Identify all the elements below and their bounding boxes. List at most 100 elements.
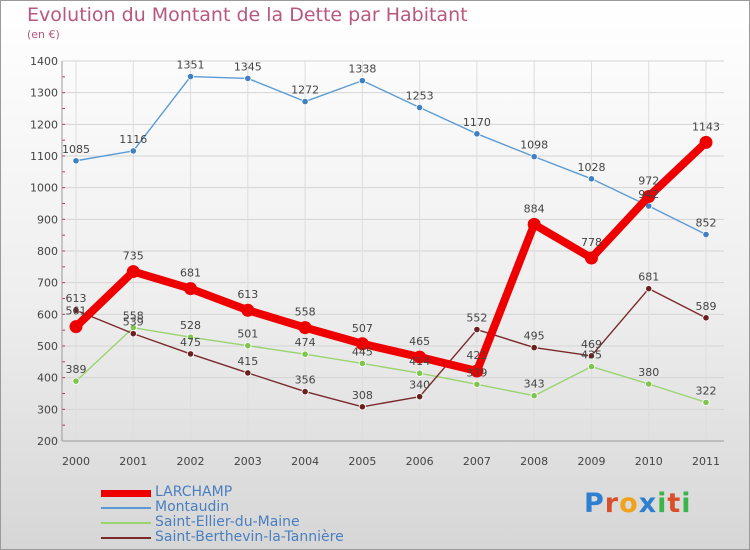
data-label: 1338	[348, 63, 376, 76]
data-label: 1085	[62, 143, 90, 156]
y-tick-label: 300	[37, 403, 58, 416]
data-label: 1143	[692, 120, 720, 133]
data-label: 340	[409, 379, 430, 392]
legend-label: Saint-Ellier-du-Maine	[155, 514, 300, 530]
data-point	[416, 103, 424, 112]
data-point	[642, 190, 656, 204]
chart-subtitle: (en €)	[27, 28, 60, 41]
data-label: 558	[295, 306, 316, 319]
legend-item: Saint-Berthevin-la-Tannière	[101, 529, 361, 545]
legend-label: Saint-Berthevin-la-Tannière	[155, 529, 344, 545]
data-point	[355, 337, 369, 351]
logo-letter: t	[667, 488, 682, 519]
data-label: 884	[524, 202, 545, 215]
legend-item: LARCHAMP	[101, 484, 361, 500]
data-point	[186, 350, 195, 358]
data-label: 681	[638, 271, 659, 284]
data-point	[69, 320, 83, 334]
legend-swatch	[101, 507, 151, 509]
data-point	[416, 393, 424, 401]
logo-letter: o	[619, 488, 639, 519]
data-label: 613	[66, 292, 87, 305]
data-label: 501	[237, 328, 258, 341]
data-point	[184, 282, 198, 296]
logo-letter: x	[638, 488, 658, 519]
series-line	[72, 138, 710, 376]
legend-swatch	[101, 537, 151, 539]
y-tick-label: 1300	[30, 87, 58, 100]
data-label: 1253	[406, 90, 434, 103]
data-point	[530, 392, 538, 400]
y-tick-label: 1400	[30, 55, 58, 68]
data-point	[129, 330, 137, 338]
data-label: 852	[696, 217, 717, 230]
data-point	[358, 77, 366, 85]
data-label: 528	[180, 319, 201, 332]
logo-letter: r	[604, 488, 620, 519]
y-tick-label: 700	[37, 277, 58, 290]
data-label: 1116	[119, 133, 147, 146]
legend-label: Montaudin	[155, 499, 230, 515]
data-point	[587, 175, 596, 183]
data-label: 474	[295, 336, 316, 349]
x-tick-label: 2001	[119, 455, 147, 468]
data-point	[530, 343, 538, 352]
data-point	[358, 403, 366, 411]
data-point	[72, 157, 80, 165]
data-point	[186, 333, 195, 341]
data-label: 942	[638, 188, 659, 201]
data-label: 1098	[520, 139, 548, 152]
x-tick-label: 2000	[62, 455, 90, 468]
data-point	[699, 135, 713, 149]
data-label: 415	[237, 355, 258, 368]
data-label: 507	[352, 322, 373, 335]
data-label: 435	[581, 349, 602, 362]
data-point	[702, 230, 710, 239]
data-label: 421	[466, 349, 487, 362]
y-tick-label: 1000	[30, 182, 58, 195]
data-label: 389	[66, 363, 87, 376]
data-point	[301, 97, 309, 106]
x-tick-label: 2008	[520, 455, 548, 468]
data-point	[645, 380, 653, 388]
x-tick-label: 2006	[406, 455, 434, 468]
series-line	[75, 326, 707, 404]
data-point	[244, 342, 252, 350]
data-label: 322	[696, 384, 717, 397]
data-label: 343	[524, 378, 545, 391]
data-label: 778	[581, 236, 602, 249]
y-tick-label: 800	[37, 245, 58, 258]
x-tick-label: 2004	[291, 455, 319, 468]
data-label: 1028	[577, 161, 605, 174]
data-point	[702, 398, 710, 406]
chart-title: Evolution du Montant de la Dette par Hab…	[27, 4, 468, 26]
data-point	[473, 380, 481, 388]
data-label: 1170	[463, 116, 491, 129]
logo-letter: i	[657, 488, 668, 519]
logo-letter: i	[681, 488, 692, 519]
proxiti-logo: Proxiti	[584, 488, 692, 519]
legend-item: Saint-Ellier-du-Maine	[101, 514, 361, 530]
data-point	[527, 217, 541, 231]
data-label: 613	[237, 288, 258, 301]
data-label: 308	[352, 389, 373, 402]
y-tick-label: 200	[37, 435, 58, 448]
data-point	[244, 369, 252, 377]
data-label: 681	[180, 267, 201, 280]
series-line	[75, 75, 707, 236]
data-label: 552	[466, 312, 487, 325]
data-label: 356	[295, 374, 316, 387]
data-label: 735	[123, 250, 144, 263]
x-tick-label: 2003	[234, 455, 262, 468]
data-point	[587, 352, 596, 360]
data-point	[301, 350, 309, 358]
data-label: 561	[66, 305, 87, 318]
data-point	[244, 74, 252, 83]
legend-swatch	[101, 489, 151, 497]
data-point	[241, 303, 255, 317]
data-point	[530, 153, 538, 161]
data-point	[358, 359, 366, 368]
data-point	[416, 369, 424, 377]
data-label: 379	[466, 366, 487, 379]
